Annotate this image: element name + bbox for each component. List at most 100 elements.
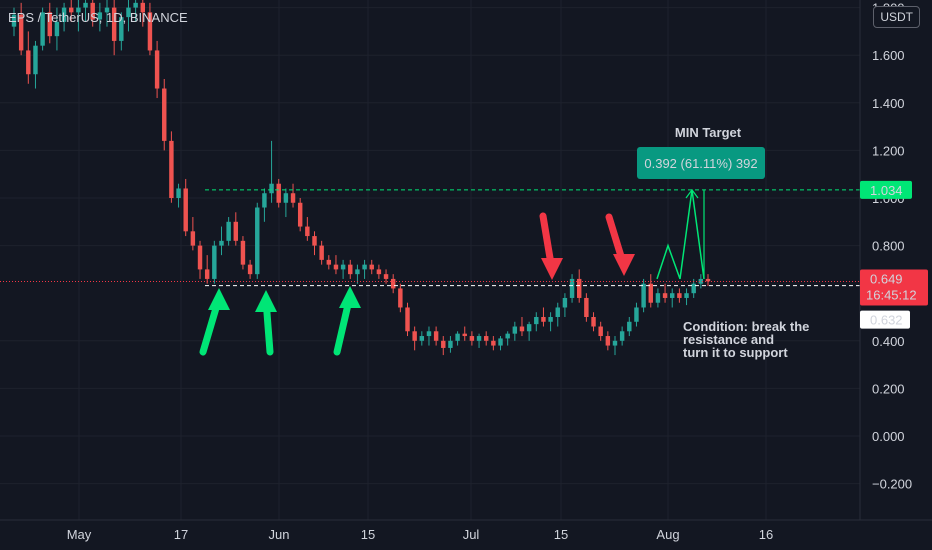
- candle-body: [90, 2, 95, 20]
- candle-body: [526, 324, 532, 332]
- red-arrow-head: [613, 254, 635, 276]
- candle-body: [18, 14, 24, 51]
- candle-body: [204, 269, 210, 279]
- target-price-badge-text: 1.034: [870, 183, 903, 198]
- candle-body: [662, 293, 668, 298]
- candle-body: [691, 283, 696, 294]
- candle-body: [183, 188, 188, 232]
- support-price-badge-text: 0.632: [870, 313, 903, 328]
- candle-body: [369, 264, 374, 270]
- candle-body: [448, 340, 453, 348]
- candle-body: [69, 7, 74, 13]
- candlestick-series: [11, 0, 711, 356]
- time-tick-label: 16: [759, 527, 773, 542]
- candle-body: [491, 340, 496, 346]
- arrow-markers: [199, 212, 635, 356]
- candle-body: [641, 283, 646, 308]
- time-tick-label: Aug: [656, 527, 679, 542]
- candle-body: [648, 283, 653, 303]
- candle-body: [212, 245, 217, 279]
- chart-annotations: 0.392 (61.11%) 392 MIN Target Condition:…: [0, 125, 860, 360]
- candle-body: [348, 264, 353, 275]
- candle-body: [333, 264, 339, 270]
- candle-body: [290, 193, 296, 203]
- candle-body: [54, 21, 60, 37]
- green-arrow-head: [208, 288, 230, 310]
- candle-body: [40, 12, 45, 46]
- candle-body: [140, 2, 146, 13]
- candle-body: [698, 278, 704, 284]
- candle-body: [634, 307, 639, 322]
- candle-body: [283, 193, 289, 203]
- price-tick-label: −0.200: [872, 477, 912, 492]
- candle-body: [555, 307, 560, 317]
- measure-box: 0.392 (61.11%) 392: [637, 147, 765, 179]
- candle-body: [97, 12, 103, 20]
- candle-body: [226, 221, 231, 241]
- candle-body: [562, 297, 568, 308]
- candle-body: [340, 264, 346, 270]
- candle-body: [197, 245, 203, 270]
- currency-button[interactable]: USDT: [873, 6, 920, 28]
- candle-body: [433, 331, 439, 341]
- time-tick-label: May: [67, 527, 92, 542]
- candle-body: [297, 202, 303, 227]
- candle-body: [76, 7, 81, 13]
- candle-body: [383, 274, 389, 279]
- time-axis: May 17 Jun 15 Jul 15 Aug 16: [67, 527, 774, 542]
- candle-body: [569, 278, 575, 298]
- candle-body: [305, 226, 310, 237]
- candle-body: [390, 278, 396, 289]
- candle-body: [240, 240, 246, 265]
- candle-body: [541, 317, 546, 322]
- candle-body: [684, 293, 689, 298]
- candle-body: [498, 338, 503, 346]
- candle-body: [11, 14, 17, 27]
- candle-body: [441, 340, 446, 348]
- candle-body: [233, 221, 239, 241]
- candle-body: [276, 183, 281, 203]
- candle-body: [376, 269, 382, 275]
- candle-body: [655, 293, 661, 303]
- candle-body: [190, 231, 196, 246]
- candle-body: [591, 317, 596, 327]
- candle-body: [612, 340, 618, 346]
- projection-path: [656, 189, 705, 280]
- candle-body: [426, 331, 432, 337]
- condition-line-3: turn it to support: [683, 345, 788, 360]
- red-arrow-head: [541, 258, 563, 280]
- candle-body: [627, 321, 632, 332]
- candle-body: [598, 326, 603, 337]
- candle-body: [519, 326, 525, 332]
- candle-body: [670, 293, 675, 298]
- candle-body: [219, 240, 224, 246]
- candle-body: [605, 336, 611, 346]
- candle-body: [47, 12, 52, 37]
- time-tick-label: 17: [174, 527, 188, 542]
- last-price-badge: [860, 269, 928, 306]
- green-arrow-head: [255, 290, 277, 312]
- candle-body: [61, 7, 67, 22]
- price-tick-label: 1.600: [872, 48, 905, 63]
- price-tick-label: 1.400: [872, 96, 905, 111]
- candle-body: [312, 236, 317, 246]
- candle-body: [319, 245, 324, 260]
- candle-body: [505, 333, 510, 339]
- candle-body: [162, 88, 167, 141]
- price-tick-label: 1.200: [872, 143, 905, 158]
- last-price-badge-countdown: 16:45:12: [866, 288, 917, 303]
- candle-body: [176, 188, 181, 198]
- price-tick-label: 0.800: [872, 239, 905, 254]
- candle-body: [619, 331, 625, 341]
- candle-body: [476, 336, 482, 341]
- candle-body: [483, 336, 489, 341]
- candle-body: [326, 259, 332, 265]
- candle-body: [534, 317, 539, 325]
- candle-body: [355, 269, 360, 275]
- symbol-title: EPS / TetherUS, 1D, BINANCE: [8, 10, 188, 25]
- candle-body: [33, 45, 38, 75]
- candle-body: [126, 7, 131, 18]
- price-tick-label: 0.400: [872, 334, 905, 349]
- candle-body: [455, 333, 460, 341]
